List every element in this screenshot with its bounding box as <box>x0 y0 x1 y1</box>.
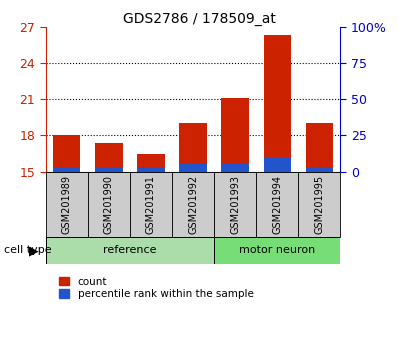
Bar <box>298 172 340 237</box>
Text: GSM201991: GSM201991 <box>146 175 156 234</box>
Bar <box>137 154 165 172</box>
Bar <box>95 143 123 172</box>
Bar <box>179 123 207 172</box>
Bar <box>306 123 333 172</box>
Text: reference: reference <box>103 245 157 256</box>
Bar <box>137 167 165 172</box>
Text: GDS2786 / 178509_at: GDS2786 / 178509_at <box>123 12 275 27</box>
Bar <box>53 167 80 172</box>
Bar <box>179 164 207 172</box>
Bar <box>221 98 249 172</box>
Bar <box>130 172 172 237</box>
Text: GSM201995: GSM201995 <box>314 175 324 234</box>
Bar <box>88 172 130 237</box>
Bar <box>214 172 256 237</box>
Bar <box>172 172 214 237</box>
Bar <box>263 35 291 172</box>
Text: GSM201993: GSM201993 <box>230 175 240 234</box>
Text: motor neuron: motor neuron <box>239 245 315 256</box>
Bar <box>46 172 88 237</box>
Bar <box>214 237 340 264</box>
Bar <box>46 237 214 264</box>
Text: GSM201994: GSM201994 <box>272 175 282 234</box>
Bar <box>263 157 291 172</box>
Bar <box>95 167 123 172</box>
Text: GSM201992: GSM201992 <box>188 175 198 234</box>
Text: GSM201990: GSM201990 <box>104 175 114 234</box>
Text: GSM201989: GSM201989 <box>62 175 72 234</box>
Bar <box>53 135 80 172</box>
Bar <box>256 172 298 237</box>
Text: cell type: cell type <box>4 245 52 256</box>
Bar <box>306 167 333 172</box>
Legend: count, percentile rank within the sample: count, percentile rank within the sample <box>59 276 254 299</box>
Bar <box>221 164 249 172</box>
Text: ▶: ▶ <box>29 244 39 257</box>
